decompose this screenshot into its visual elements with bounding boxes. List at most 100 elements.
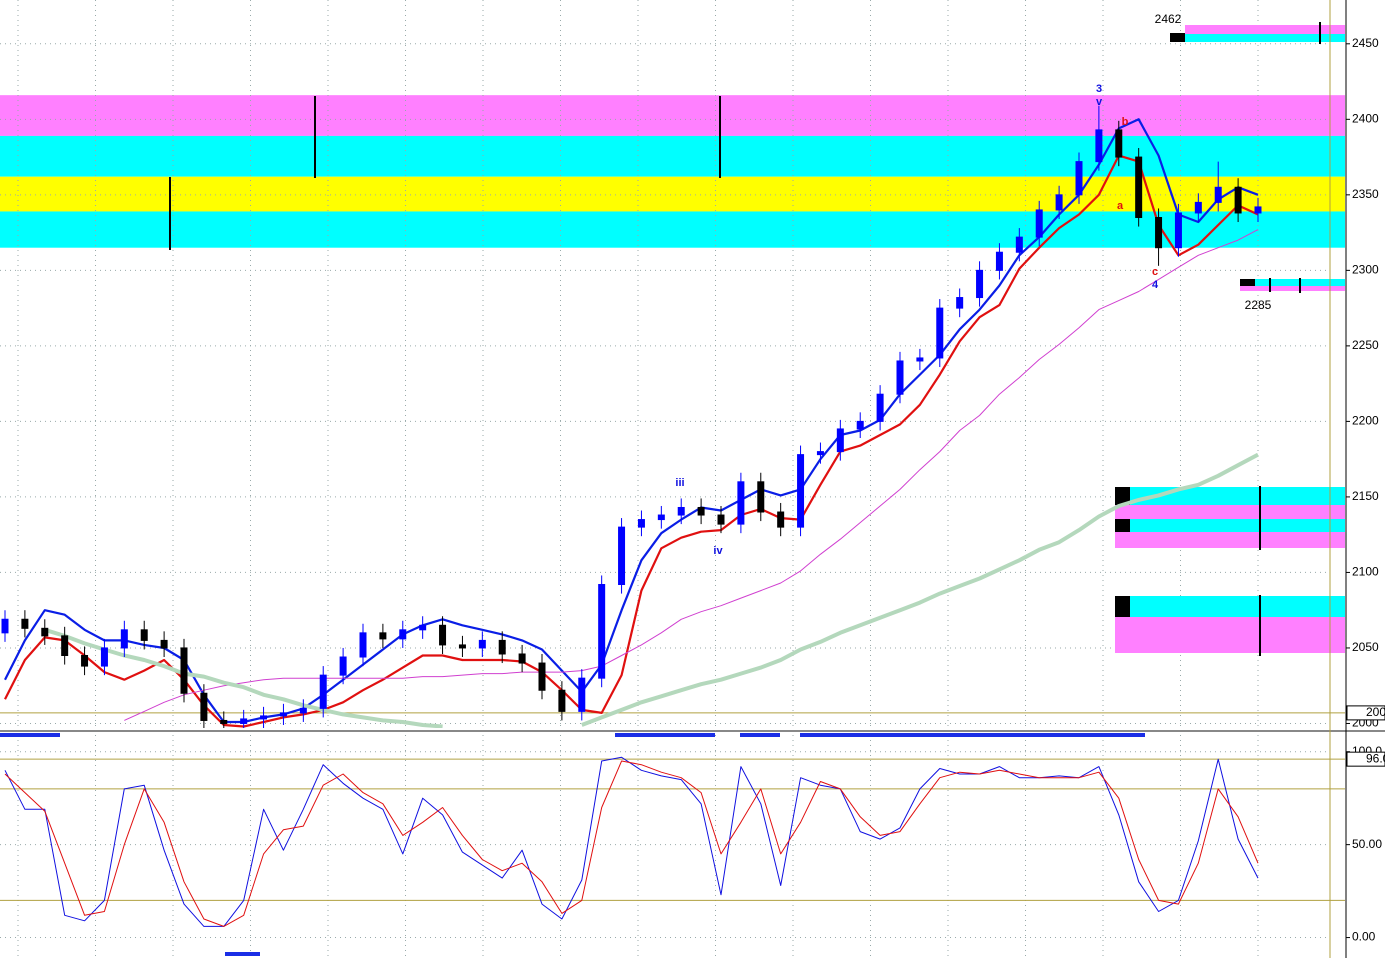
box [1115, 487, 1130, 505]
candle-body [598, 584, 606, 679]
wave-label: 4 [1152, 279, 1159, 291]
trend-bar [615, 733, 715, 737]
box [1185, 25, 1345, 34]
y-tick-label: 50.00 [1352, 837, 1382, 851]
candle-body [856, 420, 864, 430]
box [1115, 617, 1345, 653]
candle-body [220, 719, 228, 724]
y-tick-label: 2150 [1352, 489, 1379, 503]
zone [0, 135, 1345, 177]
panel-0 [1, 105, 1262, 728]
candle-body [319, 674, 327, 709]
line-series [4, 756, 1259, 927]
candle-body [1095, 129, 1103, 163]
line-series [124, 229, 1259, 721]
box [1240, 279, 1255, 286]
candle-body [1135, 156, 1143, 218]
box [1170, 33, 1185, 42]
candle-body [916, 357, 924, 362]
y-tick-label: 2300 [1352, 263, 1379, 277]
candle-body [836, 428, 844, 453]
line-series [4, 118, 1259, 724]
wave-label: v [1096, 96, 1103, 108]
candle-body [180, 647, 188, 694]
candle-body [737, 481, 745, 525]
candle-body [896, 360, 904, 395]
line-series [4, 760, 1259, 927]
candle-body [1015, 236, 1023, 253]
trend-bar [800, 733, 1145, 737]
candle-body [697, 506, 705, 516]
candle-body [200, 692, 208, 721]
candle-body [956, 297, 964, 309]
candle-body [160, 639, 168, 649]
candle-body [797, 454, 805, 528]
wave-label: a [1117, 200, 1124, 212]
price-label: 2462 [1155, 12, 1182, 26]
candle-body [1174, 212, 1182, 249]
candle-body [21, 618, 29, 629]
candle-body [1214, 186, 1222, 203]
candle-body [379, 632, 387, 640]
box [1115, 596, 1345, 617]
box [1115, 505, 1345, 519]
trend-bar [740, 733, 780, 737]
box [1185, 34, 1345, 42]
price-label: 2285 [1245, 298, 1272, 312]
grid [0, 0, 1345, 958]
candle-body [717, 514, 725, 525]
candle-body [1194, 201, 1202, 214]
candle-body [140, 629, 148, 641]
candle-body [120, 629, 128, 649]
candle-body [41, 627, 49, 637]
zone [0, 211, 1345, 248]
candle-body [419, 624, 427, 631]
panel-1 [4, 756, 1259, 927]
candle-body [1055, 194, 1063, 211]
trend-bar [225, 952, 260, 956]
line-series [44, 452, 1259, 728]
wave-label: c [1152, 266, 1158, 278]
zone [0, 95, 1345, 136]
candle-body [439, 624, 447, 646]
box [1115, 596, 1130, 617]
trend-bars [0, 733, 1145, 956]
candle-body [1, 618, 9, 634]
candle-body [299, 707, 307, 714]
level-label: 2007. [1366, 705, 1385, 719]
candle-body [478, 639, 486, 649]
candle-body [578, 677, 586, 712]
candle-body [677, 506, 685, 516]
candle-body [339, 656, 347, 676]
candle-body [777, 511, 785, 528]
axes: 2000205021002150220022502300235024002450… [1155, 12, 1385, 944]
y-tick-label: 2400 [1352, 111, 1379, 125]
candle-body [995, 251, 1003, 271]
candle-body [618, 526, 626, 586]
candle-body [399, 629, 407, 640]
y-tick-label: 2250 [1352, 338, 1379, 352]
wave-labels: 3 v b a c 4 iii iv [675, 83, 1159, 557]
candle-body [1075, 161, 1083, 196]
candle-body [757, 481, 765, 513]
y-tick-label: 0.00 [1352, 930, 1376, 944]
candle-body [81, 655, 89, 667]
candle-body [936, 307, 944, 359]
candle-body [498, 639, 506, 655]
candle-body [1234, 186, 1242, 214]
candle-body [279, 712, 287, 717]
candle-body [458, 644, 466, 649]
candle-body [240, 718, 248, 724]
wave-label: b [1122, 116, 1129, 128]
box [1115, 519, 1345, 532]
candle-body [976, 269, 984, 299]
wave-label: iii [675, 477, 684, 489]
candle-body [558, 689, 566, 712]
candle-body [1035, 209, 1043, 238]
candle-body [1115, 129, 1123, 158]
level-label: 96.0 [1366, 751, 1385, 765]
candle-body [359, 632, 367, 658]
line-series [4, 154, 1259, 728]
